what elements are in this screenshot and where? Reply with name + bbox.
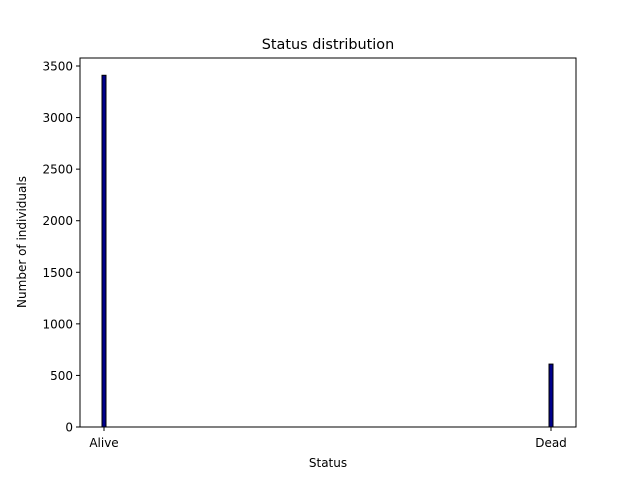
plot-area: 0 500 1000 1500 2000 2500 3000 3500 Alive Dead [42,57,577,450]
y-tick-label: 3000 [42,111,73,125]
y-tick-label: 500 [50,369,73,383]
y-tick-label: 2000 [42,214,73,228]
bar-alive [101,74,107,428]
y-axis-label: Number of individuals [15,176,29,308]
y-tick-label: 2500 [42,163,73,177]
bar-dead [548,363,554,428]
chart-title: Status distribution [262,37,394,53]
y-tick-label: 3500 [42,60,73,74]
y-tick-label: 1000 [42,317,73,331]
axes-frame [79,57,577,428]
x-tick-label-dead: Dead [535,436,567,450]
y-tick-label: 1500 [42,266,73,280]
y-tick-label: 0 [65,421,73,435]
x-axis-label: Status [309,456,347,470]
x-tick-label-alive: Alive [89,436,118,450]
